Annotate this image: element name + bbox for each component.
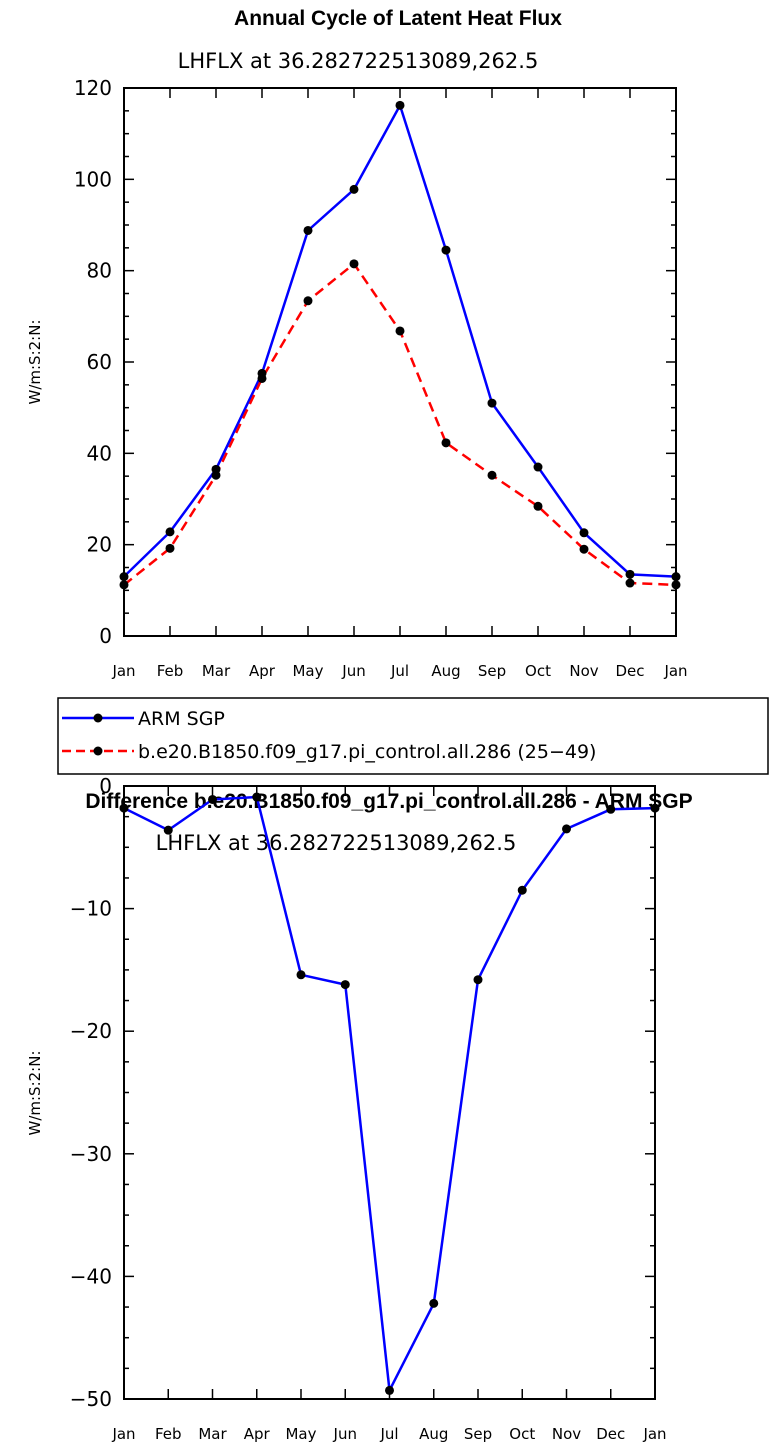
data-point-series-1	[211, 470, 221, 480]
x-tick-label: Mar	[202, 662, 231, 680]
y-tick-label: 0	[99, 624, 112, 648]
x-tick-label: Jan	[642, 1425, 666, 1443]
x-tick-label: May	[285, 1425, 316, 1443]
data-point-series-1	[441, 438, 451, 448]
data-point-series-1	[395, 326, 405, 336]
data-point-series-0	[165, 527, 175, 537]
data-point-series-0	[395, 100, 405, 110]
data-point-series-1	[579, 544, 589, 554]
x-tick-label: Mar	[198, 1425, 227, 1443]
y-tick-label: 20	[87, 533, 112, 557]
y-tick-label: 120	[74, 76, 112, 100]
x-tick-label: Nov	[569, 662, 598, 680]
y-tick-label: −30	[70, 1142, 112, 1166]
x-tick-label: Aug	[419, 1425, 448, 1443]
data-point-series-1	[257, 373, 267, 383]
chart-subtitle: LHFLX at 36.282722513089,262.5	[178, 49, 539, 73]
y-tick-label: 0	[99, 774, 112, 798]
legend-entry-model: b.e20.B1850.f09_g17.pi_control.all.286 (…	[62, 741, 596, 763]
x-tick-label: May	[292, 662, 323, 680]
legend-entry-arm-sgp: ARM SGP	[62, 708, 225, 730]
data-point-series-0	[625, 569, 635, 579]
y-tick-label: 60	[87, 350, 112, 374]
data-point-series-0	[252, 792, 262, 802]
y-tick-label: −40	[70, 1264, 112, 1288]
y-tick-label: −50	[70, 1387, 112, 1411]
data-point-series-0	[517, 885, 527, 895]
plot-area: −50 −40 −30 −20 −10 0 Jan Feb Mar Apr May Jun Jul Aug…	[70, 774, 667, 1443]
data-point-series-1	[349, 259, 359, 269]
x-tick-label: Jan	[111, 662, 135, 680]
data-point-series-0	[487, 398, 497, 408]
x-tick-label: Jul	[390, 662, 409, 680]
data-point-series-0	[303, 225, 313, 235]
data-point-series-0	[429, 1298, 439, 1308]
chart-title: Annual Cycle of Latent Heat Flux	[234, 7, 562, 30]
data-point-series-1	[625, 578, 635, 588]
x-tick-label: Apr	[244, 1425, 271, 1443]
x-tick-label: Jun	[341, 662, 365, 680]
chart-panel-annual-cycle: Annual Cycle of Latent Heat Flux LHFLX a…	[26, 7, 688, 680]
x-tick-label: Oct	[509, 1425, 535, 1443]
data-point-series-0	[473, 975, 483, 985]
plot-frame	[123, 87, 677, 637]
chart-panel-difference: Difference b.e20.B1850.f09_g17.pi_contro…	[26, 774, 693, 1443]
x-tick-label: Oct	[525, 662, 551, 680]
y-tick-label: −20	[70, 1019, 112, 1043]
y-tick-label: 40	[87, 441, 112, 465]
x-tick-label: Jan	[663, 662, 687, 680]
legend-label-model: b.e20.B1850.f09_g17.pi_control.all.286 (…	[138, 741, 596, 763]
data-point-series-0	[163, 825, 173, 835]
data-point-series-1	[303, 296, 313, 306]
chart-legend: ARM SGP b.e20.B1850.f09_g17.pi_control.a…	[57, 697, 769, 775]
x-tick-label: Sep	[478, 662, 506, 680]
data-point-series-0	[349, 184, 359, 194]
data-point-series-0	[606, 804, 616, 814]
chart-subtitle: LHFLX at 36.282722513089,262.5	[156, 831, 517, 855]
data-point-series-1	[487, 470, 497, 480]
x-tick-label: Feb	[157, 662, 184, 680]
data-point-series-0	[208, 794, 217, 804]
data-point-series-1	[165, 543, 175, 553]
y-tick-label: 100	[74, 167, 112, 191]
legend-box	[57, 697, 769, 775]
y-axis-label: W/m:S:2:N:	[26, 320, 44, 405]
data-point-series-0	[340, 980, 350, 990]
plot-area: 0 20 40 60 80 100 120 Jan Feb Mar Apr May Jun Jul Aug S…	[74, 76, 688, 680]
legend-marker-model	[93, 746, 103, 756]
x-tick-label: Dec	[615, 662, 644, 680]
x-tick-label: Jul	[379, 1425, 398, 1443]
x-tick-label: Sep	[464, 1425, 492, 1443]
y-axis-label: W/m:S:2:N:	[26, 1051, 44, 1136]
x-tick-label: Jan	[111, 1425, 135, 1443]
data-point-series-0	[296, 970, 306, 980]
x-tick-label: Jun	[333, 1425, 357, 1443]
data-point-series-0	[385, 1385, 394, 1395]
x-tick-label: Feb	[155, 1425, 182, 1443]
data-point-series-0	[533, 462, 543, 472]
data-point-series-0	[562, 824, 571, 834]
legend-label-arm-sgp: ARM SGP	[138, 708, 225, 730]
x-tick-label: Aug	[431, 662, 460, 680]
x-tick-label: Apr	[249, 662, 276, 680]
y-tick-label: 80	[87, 259, 112, 283]
chart-title: Difference b.e20.B1850.f09_g17.pi_contro…	[85, 790, 692, 813]
x-tick-label: Nov	[552, 1425, 581, 1443]
data-point-series-0	[441, 245, 451, 255]
plot-frame	[123, 785, 656, 1400]
data-point-series-0	[579, 528, 589, 538]
y-tick-label: −10	[70, 897, 112, 921]
legend-marker-arm-sgp	[93, 713, 103, 723]
x-tick-label: Dec	[596, 1425, 625, 1443]
data-point-series-1	[533, 501, 543, 511]
